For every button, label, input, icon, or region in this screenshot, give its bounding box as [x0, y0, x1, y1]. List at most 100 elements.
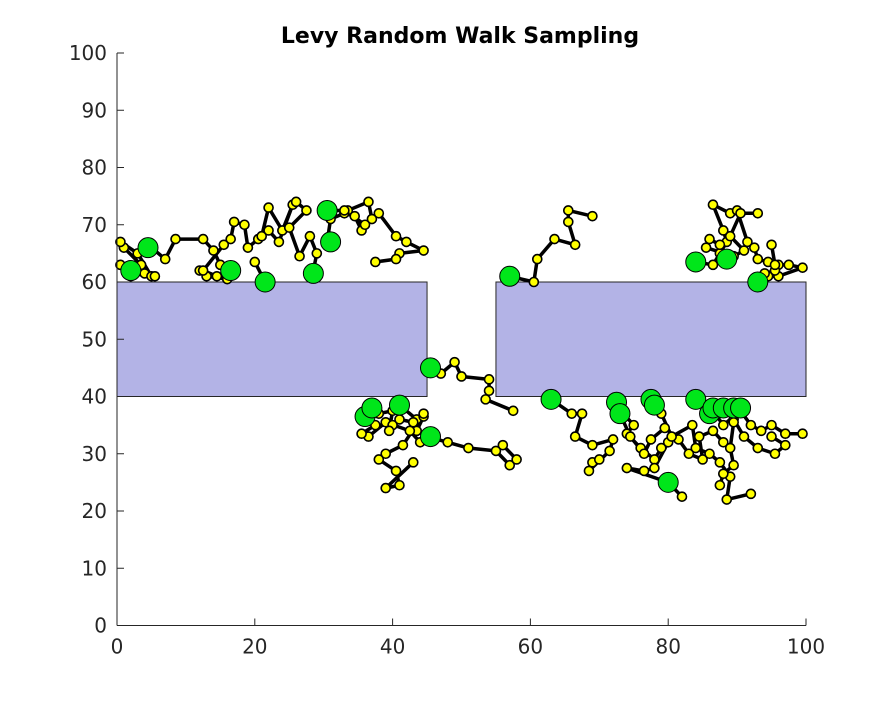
y-tick-label: 90 — [82, 98, 107, 122]
x-tick-label: 80 — [655, 635, 680, 659]
walk-point — [197, 233, 209, 245]
walk-point — [735, 208, 746, 219]
y-tick-label: 20 — [82, 499, 107, 523]
walk-point — [528, 276, 540, 288]
walk-point — [290, 196, 302, 208]
walk-point — [576, 408, 588, 419]
walk-point — [769, 448, 781, 460]
walk-point — [418, 408, 429, 419]
x-tick-label: 100 — [787, 635, 825, 659]
sample-point — [419, 357, 441, 379]
walk-point — [159, 253, 171, 265]
walk-point — [349, 210, 361, 222]
walk-point — [587, 210, 598, 222]
walk-point — [149, 270, 161, 282]
walk-point — [645, 434, 657, 445]
walk-point — [700, 242, 712, 253]
walk-point — [621, 462, 633, 474]
sample-point — [609, 403, 631, 425]
walk-point — [738, 431, 750, 442]
walk-point — [707, 425, 719, 437]
walk-point — [418, 245, 429, 256]
walk-point — [549, 233, 560, 245]
walk-point — [714, 457, 726, 468]
walk-point — [714, 479, 726, 491]
walk-point — [707, 199, 719, 211]
y-tick-label: 0 — [94, 614, 107, 638]
walk-point — [724, 442, 736, 454]
obstacles-layer — [116, 281, 807, 397]
walk-point — [718, 419, 729, 431]
walk-point — [390, 465, 402, 477]
y-tick-label: 80 — [82, 156, 107, 180]
walk-point — [728, 459, 739, 471]
walk-point — [693, 431, 705, 442]
walk-point — [511, 454, 522, 465]
walk-point — [407, 416, 419, 428]
sample-point — [254, 271, 276, 293]
walk-point — [690, 442, 702, 454]
plot-area — [115, 196, 808, 505]
walk-point — [483, 374, 495, 385]
walk-point — [294, 250, 305, 262]
walk-point — [497, 439, 509, 451]
walk-point — [718, 436, 729, 448]
sample-point — [716, 248, 738, 270]
walk-point — [659, 422, 671, 434]
x-tick-label: 0 — [111, 635, 124, 659]
walk-point — [714, 239, 726, 251]
x-tick-label: 40 — [380, 635, 405, 659]
walk-point — [562, 216, 574, 228]
walk-point — [628, 419, 640, 431]
sample-point — [361, 397, 383, 419]
walk-point — [242, 242, 254, 253]
walk-point — [390, 253, 402, 265]
y-tick-label: 40 — [82, 385, 107, 409]
sample-point — [419, 426, 441, 448]
sample-point — [499, 265, 521, 287]
sample-point — [220, 260, 242, 282]
walk-point — [797, 262, 808, 273]
sample-point — [388, 394, 410, 416]
walk-point — [366, 213, 378, 225]
walk-point — [356, 428, 367, 440]
walk-point — [728, 416, 739, 428]
walk-point — [304, 230, 316, 242]
walk-point — [562, 205, 574, 216]
x-tick-label: 20 — [242, 635, 267, 659]
walk-point — [755, 425, 767, 437]
sample-point — [730, 397, 752, 419]
walk-point — [397, 439, 409, 451]
walk-segment — [383, 460, 416, 490]
walk-point — [228, 216, 240, 228]
samples-layer — [120, 199, 769, 493]
walk-point — [456, 371, 467, 382]
walk-point — [483, 385, 495, 397]
walk-point — [780, 439, 791, 451]
y-tick-label: 100 — [69, 41, 107, 65]
walk-point — [745, 419, 757, 431]
walk-point — [394, 479, 405, 491]
walk-point — [359, 219, 371, 231]
walk-point — [704, 233, 715, 245]
walk-point — [797, 428, 808, 440]
sample-point — [320, 231, 342, 253]
walk-point — [638, 465, 650, 477]
walk-point — [301, 205, 312, 216]
walk-point — [380, 448, 392, 460]
walk-point — [752, 208, 764, 219]
obstacle-rect — [116, 281, 428, 397]
walk-point — [625, 431, 636, 442]
walk-point — [504, 459, 516, 471]
walk-point — [569, 239, 581, 251]
walk-point — [676, 491, 688, 502]
walk-point — [666, 431, 677, 442]
walk-point — [256, 230, 267, 242]
walk-point — [745, 488, 757, 500]
sample-point — [316, 199, 338, 221]
walk-point — [766, 419, 777, 431]
walk-point — [718, 225, 729, 236]
walk-point — [638, 448, 650, 460]
walk-point — [569, 431, 581, 442]
